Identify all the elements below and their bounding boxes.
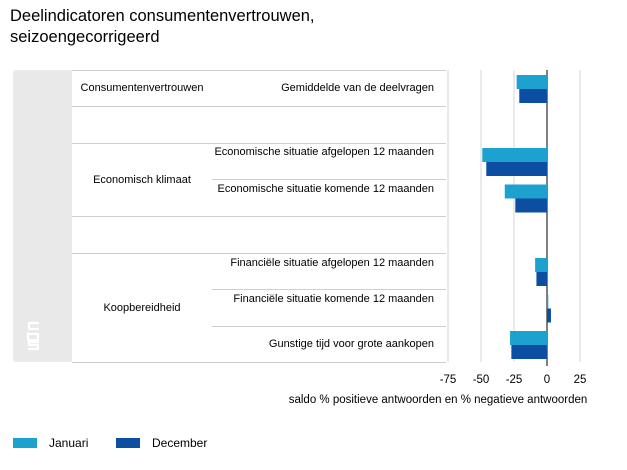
subcategory-label: Gunstige tijd voor grote aankopen xyxy=(268,338,434,350)
bar-januari xyxy=(535,258,547,272)
x-tick-label: 25 xyxy=(574,374,587,386)
row-divider xyxy=(72,106,446,107)
subcategory-label: Economische situatie komende 12 maanden xyxy=(217,183,434,195)
row-divider xyxy=(212,289,446,290)
row-divider xyxy=(72,253,446,254)
row-divider xyxy=(72,362,446,363)
x-axis-label: saldo % positieve antwoorden en % negati… xyxy=(288,394,588,406)
bar-januari xyxy=(482,148,547,162)
x-tick-label: -75 xyxy=(440,374,457,386)
bar-januari xyxy=(516,75,547,89)
bar-december xyxy=(519,89,547,103)
cbs-logo-icon xyxy=(26,321,40,351)
legend-label: December xyxy=(152,436,208,450)
category-label: Consumentenvertrouwen xyxy=(80,82,204,94)
bar-januari xyxy=(510,331,547,345)
x-tick-label: 0 xyxy=(544,374,550,386)
subcategory-label: Economische situatie afgelopen 12 maande… xyxy=(214,146,434,158)
subcategory-label: Gemiddelde van de deelvragen xyxy=(281,82,434,94)
legend-swatch xyxy=(13,438,37,448)
row-divider xyxy=(212,179,446,180)
row-divider xyxy=(212,326,446,327)
chart-title: Deelindicatoren consumentenvertrouwen, s… xyxy=(10,7,315,46)
bar-december xyxy=(511,345,547,359)
x-tick-label: -25 xyxy=(506,374,523,386)
row-divider xyxy=(72,70,446,71)
category-label: Koopbereidheid xyxy=(103,302,181,314)
row-divider xyxy=(72,143,446,144)
legend-label: Januari xyxy=(49,436,89,450)
bar-chart: -75 -50 -25 0 25 xyxy=(440,70,587,386)
bar-december xyxy=(536,272,547,286)
legend-swatch xyxy=(116,438,140,448)
category-label: Economisch klimaat xyxy=(93,174,191,186)
bar-januari xyxy=(504,184,547,199)
bar-december xyxy=(515,198,547,213)
bar-januari xyxy=(547,294,549,309)
bar-december xyxy=(486,162,547,176)
x-tick-label: -50 xyxy=(473,374,490,386)
bar-december xyxy=(547,308,551,323)
subcategory-label: Financiële situatie komende 12 maanden xyxy=(233,293,434,305)
row-divider xyxy=(72,216,446,217)
subcategory-label: Financiële situatie afgelopen 12 maanden xyxy=(230,257,434,269)
